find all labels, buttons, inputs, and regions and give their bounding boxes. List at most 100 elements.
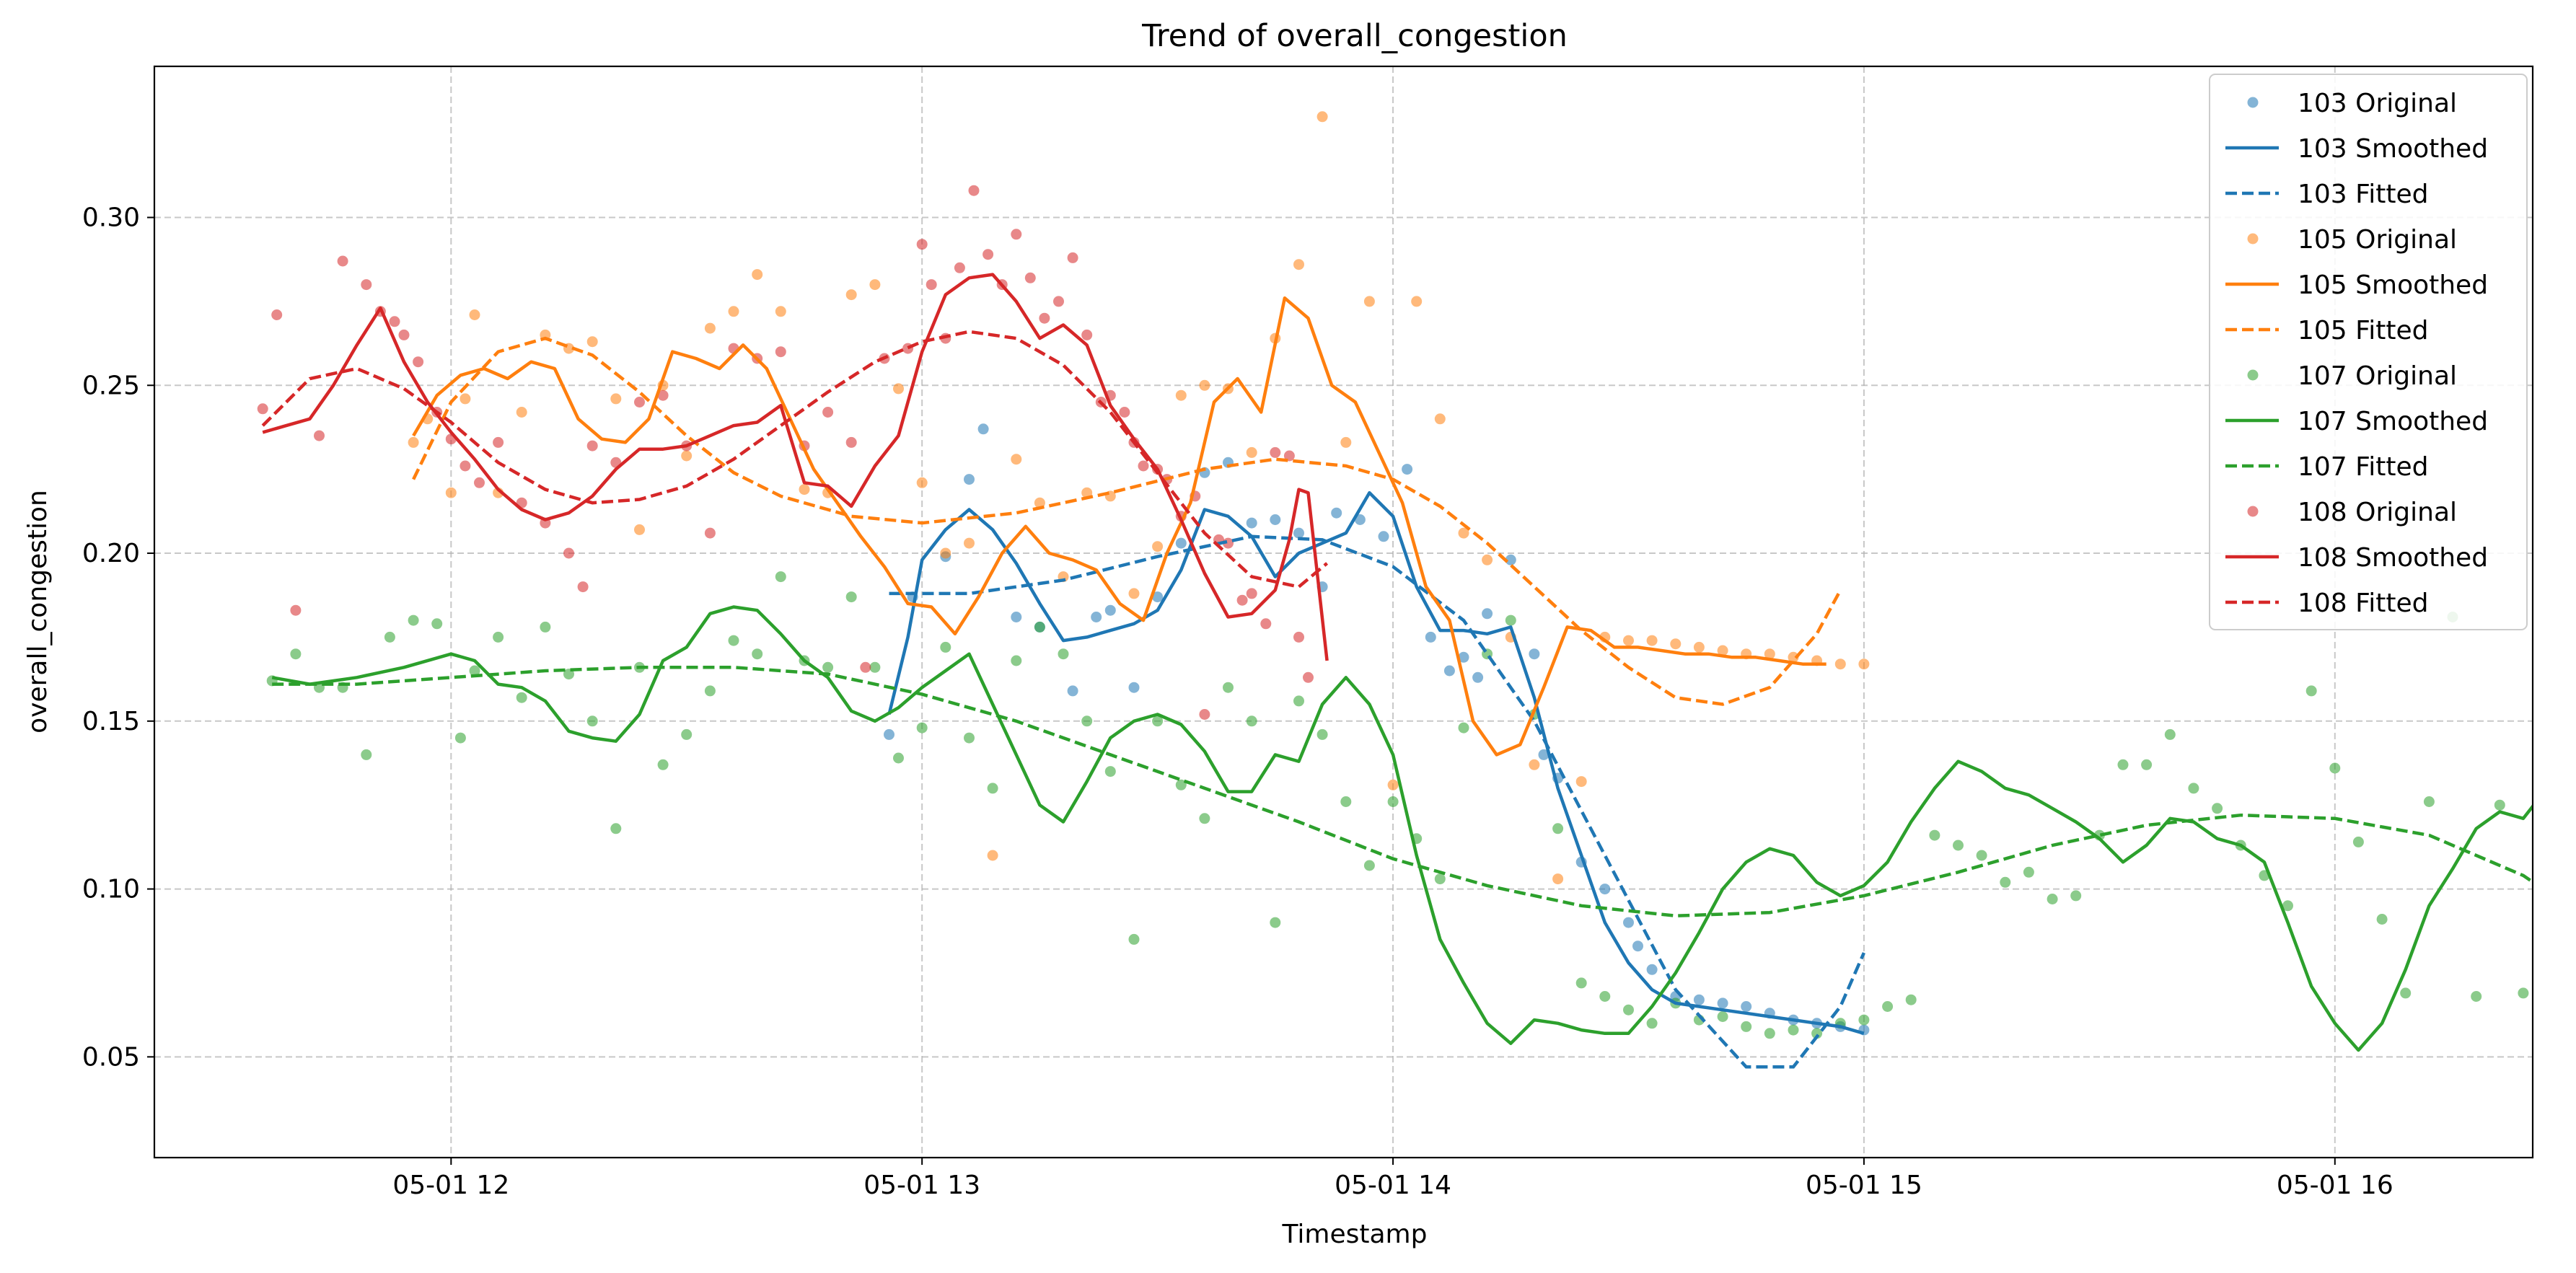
series-107-original-point (1858, 1014, 1870, 1026)
series-103-original-point (1152, 591, 1164, 603)
series-105-original-point (893, 383, 904, 395)
series-105-original-point (704, 322, 716, 334)
series-108-fitted-line (261, 330, 1329, 589)
series-108-original-point (1067, 252, 1078, 263)
series-103-original-point (1538, 749, 1549, 760)
series-103-fitted-line (889, 534, 1865, 1069)
legend-label: 108 Fitted (2298, 589, 2428, 618)
series-108-original-point (634, 397, 645, 408)
series-108-original-point (657, 389, 669, 401)
series-107-original-point (469, 665, 480, 677)
series-107-original-point (610, 823, 622, 834)
series-103-original-point (1472, 671, 1484, 683)
legend-label: 105 Original (2298, 225, 2457, 255)
series-107-original-point (940, 641, 951, 653)
legend-label: 103 Smoothed (2298, 134, 2488, 164)
series-107-fitted-line (272, 666, 2533, 918)
series-105-original-point (964, 537, 975, 549)
series-105-original-point (1199, 379, 1210, 391)
series-107-original-point (408, 615, 419, 626)
series-107-original-point (1575, 977, 1587, 989)
series-105-original-point (634, 524, 645, 535)
series-103-original-point (977, 423, 989, 435)
series-107-original-point (2000, 876, 2011, 888)
series-105-original-point (1458, 527, 1469, 539)
series-107-original-point (384, 631, 395, 643)
series-107-original-point (822, 661, 834, 673)
y-tick-label: 0.30 (82, 203, 140, 232)
series-108-original-point (954, 262, 965, 273)
series-107-original-point (1458, 722, 1469, 734)
series-107-original-point (681, 728, 693, 740)
series-107-original-point (290, 648, 302, 660)
series-107-original-point (1316, 728, 1328, 740)
series-108-original-point (1303, 671, 1314, 683)
x-axis: 05-01 12 05-01 13 05-01 14 05-01 15 05-01 16 (392, 1158, 2393, 1200)
series-105-original-point (408, 436, 419, 448)
series-107-original-point (431, 618, 443, 630)
series-103-original-point (1067, 685, 1078, 697)
series-105-original-point (752, 269, 763, 281)
series-107-original-point (1788, 1024, 1799, 1036)
series-105-original-point (1411, 296, 1423, 307)
series-105-original-point (1363, 296, 1375, 307)
series-103-original-point (1293, 527, 1304, 539)
series-108-original-point (337, 255, 348, 267)
series-103-original-point (1354, 514, 1366, 525)
y-tick-label: 0.25 (82, 371, 140, 400)
legend: 103 Original 103 Smoothed 103 Fitted 105 Or… (2209, 74, 2528, 630)
y-tick-label: 0.05 (82, 1042, 140, 1072)
x-tick-label: 05-01 16 (2277, 1171, 2393, 1200)
series-108-original-point (916, 239, 928, 250)
series-108-original-point (983, 249, 994, 260)
series-103-original-point (1091, 612, 1102, 622)
series-107-original-point (2141, 759, 2153, 770)
series-105-original-point (1152, 541, 1164, 552)
series-105-original-point (1717, 645, 1728, 656)
series-103-original-point (1175, 537, 1187, 549)
series-107-original-point (893, 752, 904, 764)
series-103-original-point (1741, 1001, 1752, 1012)
series-105-original-point (1764, 648, 1775, 660)
y-tick-label: 0.15 (82, 707, 140, 736)
series-103-smoothed-line (887, 490, 1865, 1035)
series-107-original-point (2400, 987, 2412, 999)
legend-label: 108 Smoothed (2298, 543, 2488, 573)
series-103-original-point (1458, 651, 1469, 663)
series-105-original-point (940, 547, 951, 559)
series-103-original-point (1378, 531, 1389, 542)
series-103-original-point (1425, 631, 1436, 643)
series-105-original-point (681, 450, 693, 462)
series-107-original-point (493, 631, 504, 643)
x-tick-label: 05-01 14 (1335, 1171, 1451, 1200)
series-107-original-point (2494, 799, 2505, 811)
series-108-original-point (1081, 329, 1093, 340)
series-103-original-point (1717, 997, 1728, 1009)
legend-label: 103 Original (2298, 89, 2457, 118)
series-105-original-point (1834, 658, 1846, 670)
legend-marker-original (2247, 233, 2259, 245)
series-103-original-point (1693, 994, 1705, 1005)
series-108-original-point (257, 403, 268, 415)
series-107-original-point (1340, 796, 1352, 807)
legend-label: 107 Fitted (2298, 452, 2428, 482)
series-107-original-point (1387, 796, 1399, 807)
series-103-original-point (1270, 514, 1281, 525)
series-107-original-point (2352, 836, 2364, 847)
series-108-smoothed-line (262, 273, 1329, 661)
series-107-original-point (1270, 917, 1281, 928)
series-108-original-point (860, 661, 871, 673)
series-108-original-point (1138, 460, 1149, 472)
series-105-original-point (775, 306, 786, 317)
grid-lines (154, 66, 2533, 1158)
series-107-original-point (1246, 715, 1257, 727)
chart-title: Trend of overall_congestion (1141, 18, 1568, 54)
series-103-original-point (1011, 612, 1022, 622)
series-103-lines (887, 490, 1865, 1069)
series-108-original-point (460, 460, 471, 472)
series-108-original-point (968, 185, 980, 196)
series-105-original-point (799, 484, 810, 495)
series-105-lines (412, 296, 1842, 757)
series-105-original-point (1788, 651, 1799, 663)
